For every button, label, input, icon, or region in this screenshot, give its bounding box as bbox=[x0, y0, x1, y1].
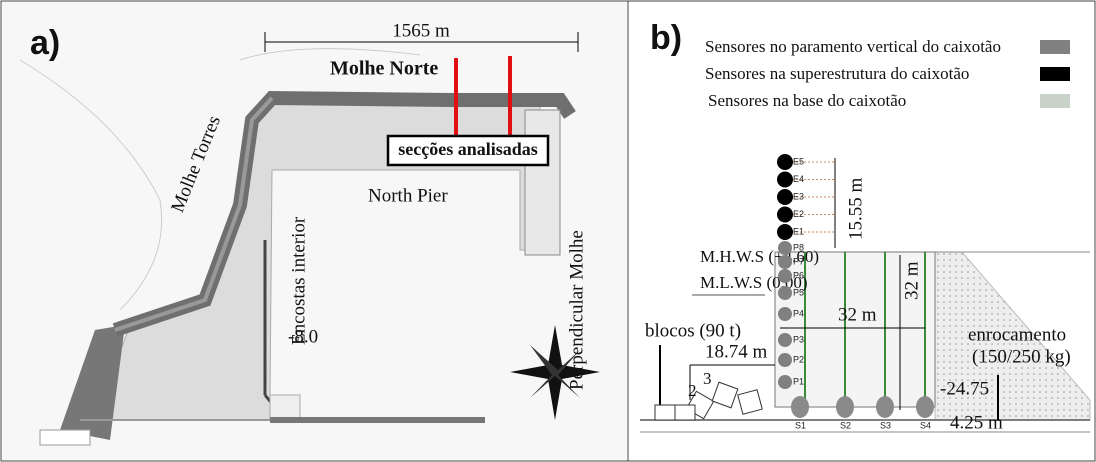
sensor bbox=[876, 396, 894, 418]
sensor bbox=[777, 189, 793, 205]
sensor-label: P3 bbox=[793, 334, 804, 344]
blocks-width: 18.74 m bbox=[705, 341, 768, 362]
sensor-label: E1 bbox=[793, 226, 804, 236]
slope-h: 3 bbox=[703, 369, 712, 388]
sensor-label: P8 bbox=[793, 242, 804, 252]
perpendicular-label: Perpendicular Molhe bbox=[566, 230, 587, 390]
slope-v: 2 bbox=[688, 381, 697, 400]
base-thickness: 4.25 m bbox=[950, 412, 1003, 433]
sensor-label: S3 bbox=[880, 420, 891, 430]
depth-label: -8.0 bbox=[288, 326, 318, 347]
panel-label: a) bbox=[30, 24, 60, 62]
sensor-label: E2 bbox=[793, 209, 804, 219]
sensor bbox=[916, 396, 934, 418]
sensor bbox=[778, 255, 792, 269]
sensor-label: E5 bbox=[793, 156, 804, 166]
sensor-label: P6 bbox=[793, 270, 804, 280]
sensor-label: P7 bbox=[793, 256, 804, 266]
sensor bbox=[777, 224, 793, 240]
breakwater-name: Molhe Norte bbox=[330, 58, 438, 80]
sensor-label: S4 bbox=[920, 420, 931, 430]
sensor-label: S2 bbox=[840, 420, 851, 430]
map bbox=[2, 2, 627, 460]
sensor-label: E3 bbox=[793, 191, 804, 201]
sections-label: secções analisadas bbox=[398, 139, 538, 159]
sensor bbox=[777, 172, 793, 188]
sensor-label: P1 bbox=[793, 376, 804, 386]
sensor bbox=[778, 286, 792, 300]
sensor-label: P2 bbox=[793, 354, 804, 364]
sensor bbox=[778, 241, 792, 255]
sensor-label: P4 bbox=[793, 308, 804, 318]
sensor bbox=[778, 333, 792, 347]
legend-text: Sensores na superestrutura do caixotão bbox=[705, 64, 969, 83]
panel-label: b) bbox=[650, 19, 682, 57]
figure: a) 1565 m Molhe Norte secções analisadas… bbox=[0, 0, 1096, 462]
sensor bbox=[777, 154, 793, 170]
north-pier: North Pier bbox=[368, 185, 448, 206]
rubble-label: enrocamento bbox=[968, 324, 1066, 345]
dimension-label: 1565 m bbox=[392, 20, 450, 41]
sensor bbox=[836, 396, 854, 418]
sensor bbox=[778, 375, 792, 389]
height-label: 15.55 m bbox=[845, 178, 866, 241]
sensor-label: S1 bbox=[795, 420, 806, 430]
caisson-width: 32 m bbox=[838, 304, 877, 325]
base-level: -24.75 bbox=[940, 378, 989, 399]
sensor bbox=[791, 396, 809, 418]
sensor-label: P5 bbox=[793, 287, 804, 297]
blocks-label: blocos (90 t) bbox=[645, 320, 741, 341]
legend-text: Sensores na base do caixotão bbox=[708, 91, 906, 110]
caisson-height: 32 m bbox=[901, 261, 922, 300]
sensor bbox=[777, 207, 793, 223]
legend-text: Sensores no paramento vertical do caixot… bbox=[705, 37, 1001, 56]
sensor bbox=[778, 307, 792, 321]
sensor bbox=[778, 353, 792, 367]
sensor-label: E4 bbox=[793, 174, 804, 184]
rubble-label: (150/250 kg) bbox=[972, 346, 1071, 367]
sensor bbox=[778, 269, 792, 283]
